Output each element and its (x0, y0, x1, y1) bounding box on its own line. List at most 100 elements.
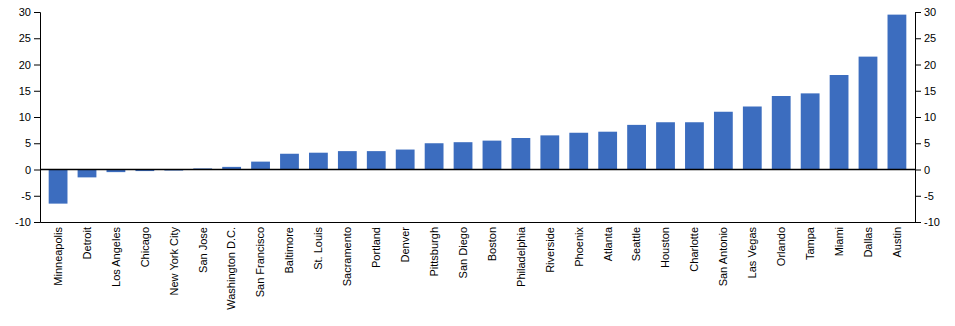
x-tick-label: Boston (486, 227, 498, 261)
x-tick: Riverside (544, 222, 556, 273)
x-tick: Los Angeles (110, 222, 122, 287)
x-tick-label: Riverside (544, 227, 556, 273)
bar (569, 133, 588, 170)
y2-tick-mark (915, 65, 921, 66)
x-tick-label: New York City (168, 227, 180, 296)
x-tick: Phoenix (573, 222, 585, 267)
y-tick: -5 (21, 190, 40, 202)
y-tick-label: 20 (19, 59, 31, 71)
bar (511, 138, 530, 170)
y-tick-mark (34, 38, 40, 39)
x-tick: St. Louis (312, 222, 324, 270)
x-tick-label: Atlanta (602, 226, 614, 261)
y-tick-label: 0 (25, 164, 31, 176)
bar (888, 15, 907, 170)
y2-tick: 5 (915, 137, 930, 149)
x-tick-label: Miami (833, 227, 845, 256)
x-tick: Sacramento (341, 222, 353, 286)
y-tick: 25 (19, 32, 40, 44)
x-tick-label: San Jose (197, 227, 209, 273)
x-tick-label: Washington D.C. (225, 227, 237, 310)
x-tick: Houston (659, 222, 671, 268)
y2-tick: 10 (915, 111, 936, 123)
bar (454, 142, 473, 169)
y-tick: 15 (19, 85, 40, 97)
y-tick-label: 5 (25, 137, 31, 149)
x-tick: Charlotte (688, 222, 700, 272)
x-tick-label: Charlotte (688, 227, 700, 272)
x-tick-label: San Diego (457, 227, 469, 278)
plot: Minneapolis Detroit Los Angeles Chicago New … (15, 6, 940, 310)
x-tick: Detroit (81, 222, 93, 259)
bar (309, 153, 328, 170)
y-tick-mark (34, 143, 40, 144)
y-tick: 5 (25, 137, 40, 149)
y-axis-line (34, 13, 41, 223)
x-tick-label: San Antonio (717, 227, 729, 286)
x-tick-label: Detroit (81, 227, 93, 259)
y2-tick-mark (915, 117, 921, 118)
y2-axis-line (916, 13, 922, 223)
x-tick: Minneapolis (52, 222, 64, 286)
x-axis-line (41, 222, 916, 223)
x-tick: San Jose (197, 222, 209, 273)
x-tick: Philadelphia (515, 222, 527, 287)
x-tick-label: Houston (659, 227, 671, 268)
bar (685, 122, 704, 169)
bar (78, 170, 97, 178)
x-tick-label: Los Angeles (110, 227, 122, 287)
x-tick-label: Baltimore (283, 227, 295, 273)
x-tick: Denver (399, 222, 411, 262)
x-tick-label: Las Vegas (746, 227, 758, 279)
x-tick: Austin (891, 222, 903, 258)
y2-tick: 20 (915, 59, 936, 71)
bar (396, 150, 415, 170)
x-axis: Minneapolis Detroit Los Angeles Chicago New … (41, 222, 916, 310)
y-tick-label: -5 (21, 190, 31, 202)
y2-tick-mark (915, 170, 921, 171)
y2-tick-label: 5 (924, 137, 930, 149)
y-tick: 20 (19, 59, 40, 71)
y2-tick-mark (915, 91, 921, 92)
y-tick: 10 (19, 111, 40, 123)
bar (743, 107, 762, 170)
y-tick-label: 10 (19, 111, 31, 123)
x-tick-label: Sacramento (341, 227, 353, 286)
bar (280, 154, 299, 170)
x-tick: Boston (486, 222, 498, 261)
y2-tick-label: 20 (924, 59, 936, 71)
y-tick-mark (34, 222, 40, 223)
x-tick-label: Austin (891, 227, 903, 258)
bar (627, 125, 646, 170)
y2-tick-label: -10 (924, 216, 940, 228)
y-tick-mark (34, 12, 40, 13)
baseline (40, 169, 915, 171)
y2-tick: -10 (915, 216, 940, 228)
y2-tick-mark (915, 196, 921, 197)
bar (714, 112, 733, 170)
x-tick: San Diego (457, 222, 469, 278)
x-tick-label: Denver (399, 227, 411, 263)
y-tick: 30 (19, 6, 40, 18)
y2-tick-mark (915, 12, 921, 13)
y2-tick: 0 (915, 164, 930, 176)
x-tick: Chicago (139, 222, 151, 267)
y2-tick-mark (915, 143, 921, 144)
bar (425, 143, 444, 169)
y2-tick-label: 25 (924, 32, 936, 44)
x-tick: Portland (370, 222, 382, 268)
x-tick: Dallas (862, 222, 874, 258)
y-tick-label: 15 (19, 85, 31, 97)
bar (367, 151, 386, 169)
bar (49, 170, 68, 204)
bar (801, 93, 820, 169)
y-tick-label: -10 (15, 216, 31, 228)
x-tick-label: Portland (370, 227, 382, 268)
y-tick-mark (34, 170, 40, 171)
y-tick-mark (34, 117, 40, 118)
y2-tick-mark (915, 222, 921, 223)
y2-tick-label: 30 (924, 6, 936, 18)
bar (772, 96, 791, 170)
x-tick: Atlanta (602, 222, 614, 261)
bar (598, 132, 617, 170)
